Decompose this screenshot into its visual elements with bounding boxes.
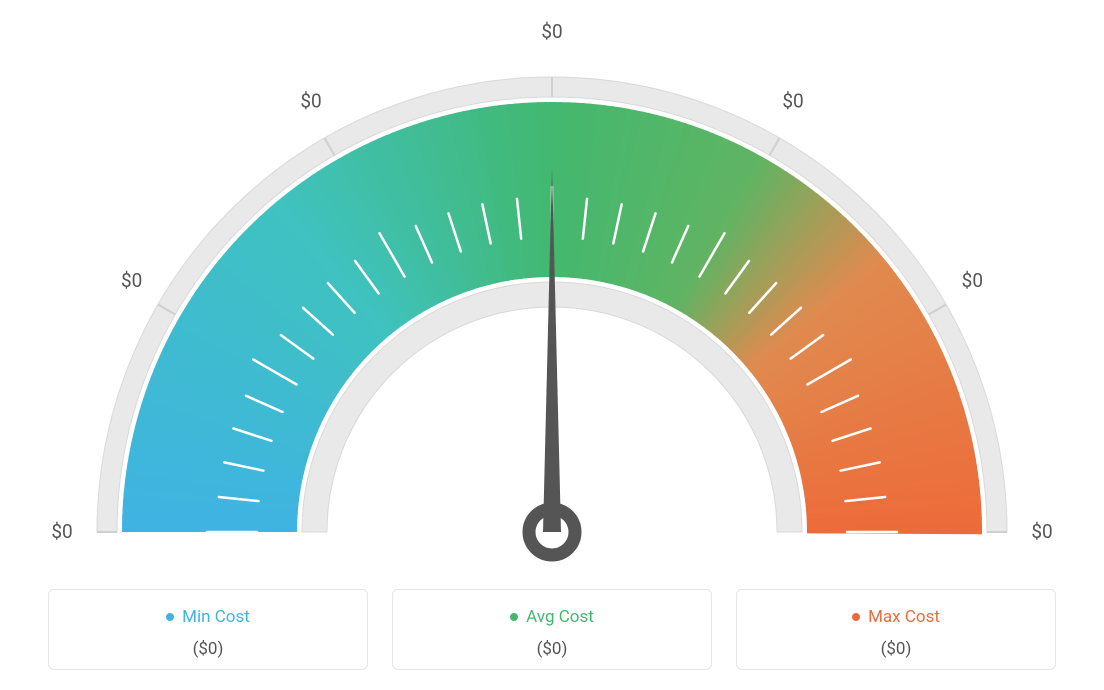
dot-icon xyxy=(510,613,518,621)
legend-card-max: Max Cost ($0) xyxy=(736,589,1056,670)
legend-value-min: ($0) xyxy=(61,639,355,659)
gauge-chart: $0 $0 $0 $0 $0 $0 $0 xyxy=(0,0,1104,570)
gauge-tick-label: $0 xyxy=(782,90,803,113)
gauge-svg: $0 $0 $0 $0 $0 $0 $0 xyxy=(0,12,1104,582)
legend-label-min: Min Cost xyxy=(182,607,250,627)
legend-value-max: ($0) xyxy=(749,639,1043,659)
gauge-tick-label: $0 xyxy=(121,269,142,292)
legend-header-min: Min Cost xyxy=(166,607,250,627)
gauge-tick-label: $0 xyxy=(1031,520,1052,543)
legend-label-max: Max Cost xyxy=(868,607,940,627)
gauge-tick-label: $0 xyxy=(300,90,321,113)
legend-value-avg: ($0) xyxy=(405,639,699,659)
legend-header-avg: Avg Cost xyxy=(510,607,594,627)
dot-icon xyxy=(852,613,860,621)
gauge-tick-label: $0 xyxy=(962,269,983,292)
gauge-tick-label: $0 xyxy=(51,520,72,543)
legend-card-avg: Avg Cost ($0) xyxy=(392,589,712,670)
legend-label-avg: Avg Cost xyxy=(526,607,594,627)
legend-header-max: Max Cost xyxy=(852,607,940,627)
legend-card-min: Min Cost ($0) xyxy=(48,589,368,670)
gauge-tick-label: $0 xyxy=(541,20,562,43)
legend-row: Min Cost ($0) Avg Cost ($0) Max Cost ($0… xyxy=(40,589,1064,670)
dot-icon xyxy=(166,613,174,621)
